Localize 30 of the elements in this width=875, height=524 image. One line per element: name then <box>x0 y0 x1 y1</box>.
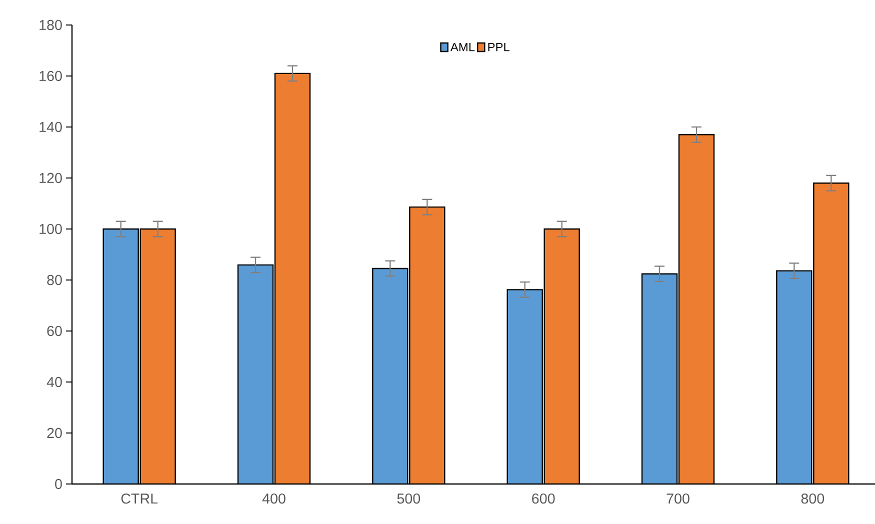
y-tick-label: 140 <box>40 122 62 132</box>
bar <box>103 228 138 484</box>
bar <box>140 228 176 484</box>
y-tick-label: 100 <box>40 224 62 234</box>
bar <box>679 134 714 484</box>
bar <box>410 207 445 484</box>
y-tick-label: 80 <box>47 274 62 286</box>
y-tick-label: 160 <box>40 70 62 82</box>
y-tick-label: 0 <box>55 478 62 490</box>
legend-label: AML <box>450 42 475 52</box>
legend-label: PPL <box>488 42 510 52</box>
x-tick-label: 700 <box>666 494 690 504</box>
y-tick-label: 180 <box>40 20 62 30</box>
y-tick-label: 60 <box>47 326 62 336</box>
bar <box>238 264 274 484</box>
x-tick-label: CTRL <box>121 494 158 504</box>
y-tick-label: 20 <box>47 428 62 438</box>
bar <box>507 290 542 484</box>
y-tick-label: 120 <box>40 172 62 184</box>
bar <box>544 228 580 484</box>
bar <box>813 182 850 484</box>
bar <box>776 270 812 484</box>
y-tick-label: 40 <box>46 376 62 388</box>
x-tick-label: 400 <box>262 494 286 504</box>
bar <box>642 274 678 484</box>
x-tick-label: 600 <box>532 494 555 504</box>
x-tick-label: 800 <box>801 494 824 504</box>
bar <box>275 73 310 484</box>
bar <box>372 268 408 484</box>
x-tick-label: 500 <box>397 494 420 504</box>
